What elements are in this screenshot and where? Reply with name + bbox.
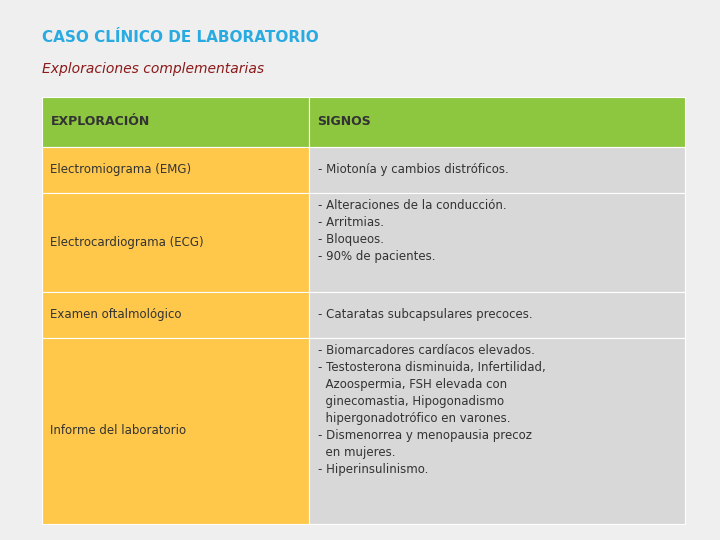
Text: - Cataratas subcapsulares precoces.: - Cataratas subcapsulares precoces. [318,308,532,321]
Bar [309,338,685,524]
Bar [42,147,309,193]
Bar [309,147,685,193]
Bar [42,97,309,147]
Text: Exploraciones complementarias: Exploraciones complementarias [42,62,264,76]
Text: Examen oftalmológico: Examen oftalmológico [50,308,182,321]
Text: - Biomarcadores cardíacos elevados.
- Testosterona disminuida, Infertilidad,
  A: - Biomarcadores cardíacos elevados. - Te… [318,345,545,476]
Bar [42,292,309,338]
Text: Electromiograma (EMG): Electromiograma (EMG) [50,164,192,177]
Bar [42,338,309,524]
Bar [309,292,685,338]
Text: CASO CLÍNICO DE LABORATORIO: CASO CLÍNICO DE LABORATORIO [42,30,318,45]
Text: - Alteraciones de la conducción.
- Arritmias.
- Bloqueos.
- 90% de pacientes.: - Alteraciones de la conducción. - Arrit… [318,199,506,264]
Text: EXPLORACIÓN: EXPLORACIÓN [50,116,150,129]
Bar [309,97,685,147]
Text: SIGNOS: SIGNOS [318,116,372,129]
Bar [42,193,309,292]
Text: - Miotonía y cambios distróficos.: - Miotonía y cambios distróficos. [318,164,508,177]
Text: Electrocardiograma (ECG): Electrocardiograma (ECG) [50,236,204,249]
Text: Informe del laboratorio: Informe del laboratorio [50,424,186,437]
Bar [309,193,685,292]
